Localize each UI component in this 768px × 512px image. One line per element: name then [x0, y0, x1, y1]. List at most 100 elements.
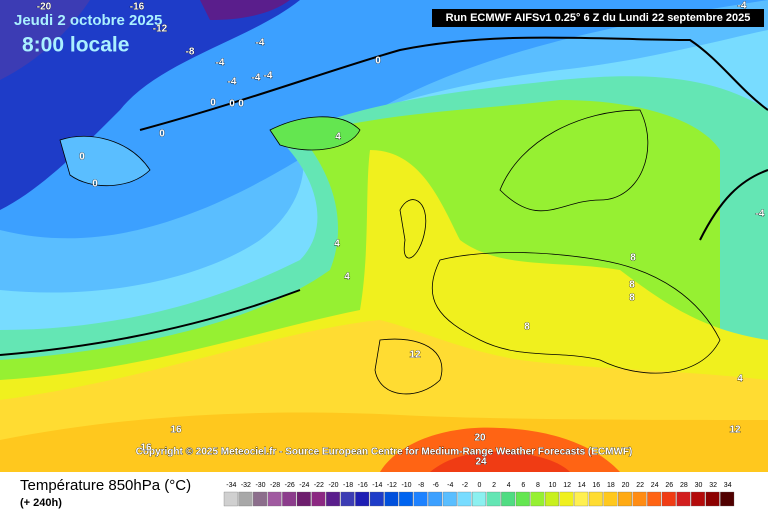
color-legend: -34 -32 -30 -28 -26 -24 -22 -20 -18 -16 -14 -12 -10-… — [223, 482, 735, 507]
legend-swatch — [238, 491, 253, 507]
legend-swatch — [705, 491, 720, 507]
contour-label: -4 — [252, 73, 261, 84]
map — [0, 0, 768, 472]
legend-tick-label: 18 — [607, 482, 615, 489]
legend-tick-label: -16 — [358, 482, 368, 489]
legend-swatch — [618, 491, 632, 507]
contour-label: 8 — [524, 322, 530, 333]
legend-tick-label: 32 — [709, 482, 717, 489]
contour-label: -12 — [153, 24, 168, 35]
contour-label: 8 — [629, 293, 635, 304]
contour-label: 4 — [344, 272, 350, 283]
lead-time: (+ 240h) — [20, 497, 62, 509]
legend-swatch — [311, 491, 326, 507]
legend-tick-label: 10 — [549, 482, 557, 489]
legend-tick-label: -22 — [314, 482, 324, 489]
legend-tick-label: 30 — [695, 482, 703, 489]
legend-swatch — [661, 491, 676, 507]
forecast-date: Jeudi 2 octobre 2025 — [14, 12, 162, 29]
legend-tick-label: 6 — [521, 482, 525, 489]
contour-label: 8 — [630, 253, 636, 264]
legend-swatch — [355, 491, 370, 507]
contour-label: -8 — [186, 47, 195, 58]
legend-swatch — [588, 491, 603, 507]
contour-label: 0 — [375, 56, 381, 67]
legend-tick-label: -2 — [462, 482, 468, 489]
legend-swatch — [545, 491, 559, 507]
legend-swatch — [267, 491, 282, 507]
contour-label: 12 — [729, 425, 741, 436]
contour-label: -20 — [37, 2, 52, 13]
contour-label: -4 — [738, 1, 747, 12]
legend-tick-label: 16 — [592, 482, 600, 489]
legend-tick-label: 2 — [492, 482, 496, 489]
legend-swatch — [574, 491, 589, 507]
contour-label: -4 — [228, 77, 237, 88]
legend-swatch — [691, 491, 705, 507]
legend-tick-label: 28 — [680, 482, 688, 489]
contour-label: 0 — [229, 99, 235, 110]
legend-tick-label: 4 — [507, 482, 511, 489]
contour-label: 0 — [92, 179, 98, 190]
legend-swatch — [384, 491, 399, 507]
legend-swatch — [223, 491, 238, 507]
contour-label: 0 — [238, 99, 244, 110]
legend-swatch — [559, 491, 574, 507]
legend-tick-label: -28 — [270, 482, 280, 489]
legend-swatch — [253, 491, 267, 507]
legend-tick-label: -26 — [285, 482, 295, 489]
contour-label: 8 — [629, 280, 635, 291]
legend-tick-label: 22 — [636, 482, 644, 489]
legend-swatch — [428, 491, 443, 507]
legend-swatch — [369, 491, 384, 507]
legend-tick-label: -20 — [328, 482, 338, 489]
legend-tick-label: -18 — [343, 482, 353, 489]
legend-swatch — [399, 491, 413, 507]
legend-tick-label: -12 — [387, 482, 397, 489]
legend-swatch — [442, 491, 457, 507]
legend-swatch — [501, 491, 516, 507]
contour-label: 0 — [210, 98, 216, 109]
legend-tick-label: 8 — [536, 482, 540, 489]
contour-label: 24 — [475, 457, 487, 468]
contour-label: 12 — [409, 350, 421, 361]
legend-swatch — [647, 491, 662, 507]
legend-tick-label: -4 — [447, 482, 453, 489]
legend-swatch — [282, 491, 297, 507]
contour-label: 20 — [474, 433, 486, 444]
legend-swatch — [413, 491, 428, 507]
legend-tick-label: -24 — [299, 482, 309, 489]
footer-title: Température 850hPa (°C) — [20, 477, 191, 494]
legend-tick-label: -14 — [372, 482, 382, 489]
forecast-time: 8:00 locale — [22, 34, 129, 57]
legend-tick-label: 14 — [578, 482, 586, 489]
copyright: Copyright © 2025 Meteociel.fr - Source E… — [136, 447, 633, 458]
run-banner — [432, 9, 764, 27]
legend-swatch — [515, 491, 530, 507]
contour-label: 0 — [79, 152, 85, 163]
contour-label: 16 — [170, 425, 182, 436]
contour-label: 4 — [737, 374, 743, 385]
legend-tick-label: 34 — [724, 482, 732, 489]
contour-label: 4 — [334, 239, 340, 250]
legend-swatch — [472, 491, 486, 507]
contour-label: -4 — [256, 38, 265, 49]
contour-label: -4 — [264, 71, 273, 82]
contour-label: -16 — [130, 2, 145, 13]
contour-label: -4 — [756, 209, 765, 220]
contour-label: -4 — [216, 58, 225, 69]
contour-label: 16 — [140, 443, 152, 454]
legend-tick-label: 20 — [622, 482, 630, 489]
legend-swatch — [676, 491, 691, 507]
legend-tick-label: 0 — [478, 482, 482, 489]
legend-tick-label: -6 — [433, 482, 439, 489]
legend-swatch — [340, 491, 355, 507]
legend-swatch — [603, 491, 618, 507]
legend-tick-label: -30 — [255, 482, 265, 489]
legend-tick-label: -8 — [418, 482, 424, 489]
legend-tick-label: 24 — [651, 482, 659, 489]
legend-tick-label: -34 — [226, 482, 236, 489]
legend-tick-label: -32 — [241, 482, 251, 489]
